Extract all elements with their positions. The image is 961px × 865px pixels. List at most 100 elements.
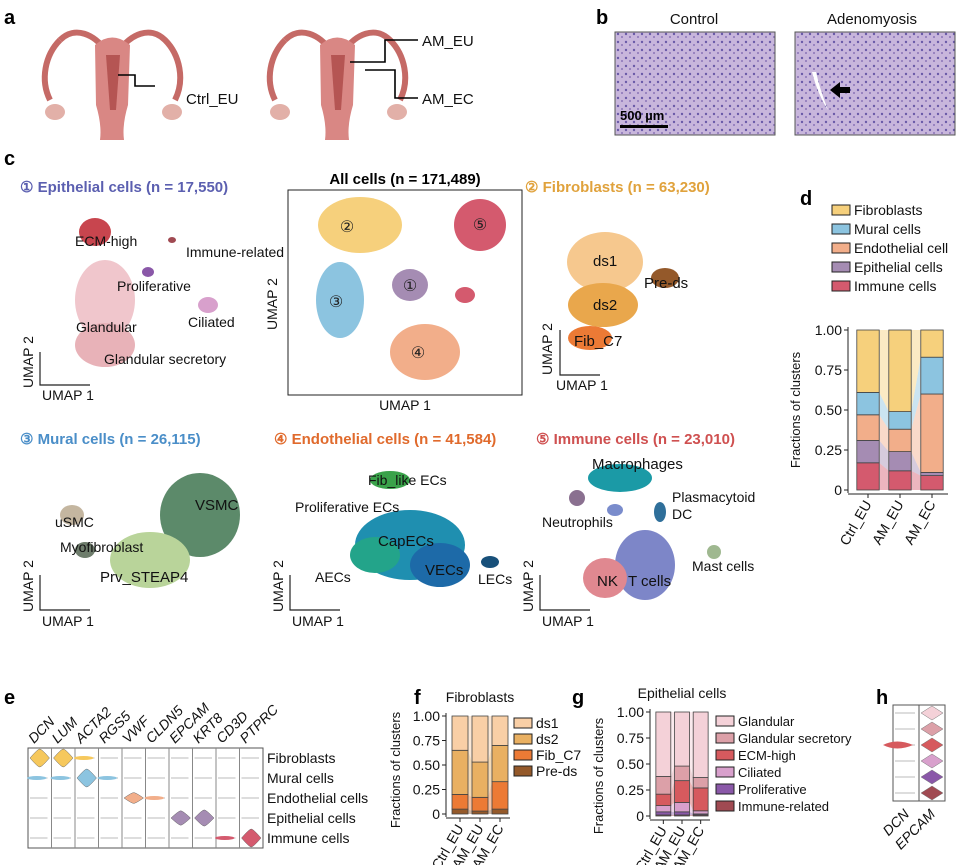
bar-connector (670, 712, 675, 777)
legend-label: Glandular (738, 714, 795, 729)
bar-segment-mural-cells (856, 391, 880, 416)
cluster-label: DC (672, 506, 692, 522)
bar-connector (879, 414, 889, 452)
bar-segment-immune-cells (888, 470, 912, 491)
bar-connector (689, 712, 694, 778)
panel-label-c: c (4, 148, 15, 170)
violin (920, 737, 944, 753)
bar-connector (670, 780, 675, 806)
bar-segment-endothelial-cell (888, 428, 912, 453)
bar-segment-fibroblasts (856, 329, 880, 393)
legend-label: Immune-related (738, 799, 829, 814)
violin (920, 769, 944, 785)
legend-swatch (715, 766, 735, 778)
cluster-label: ds2 (593, 297, 617, 314)
legend-swatch (715, 732, 735, 744)
legend-swatch (715, 749, 735, 761)
bar-connector (879, 330, 889, 412)
legend-label: Glandular secretory (738, 731, 852, 746)
umap-mural (60, 473, 240, 588)
y-tick-label: 0 (834, 482, 842, 498)
arrow-icon (118, 74, 155, 87)
cluster-label: VSMC (195, 497, 239, 514)
legend-label: Proliferative (738, 782, 807, 797)
violin (170, 810, 191, 826)
bar-segment-ecm-high (674, 780, 690, 803)
panel-label-f: f (414, 687, 421, 709)
umap-title-mural: ③ Mural cells (n = 26,115) (20, 431, 201, 448)
cluster-label: Neutrophils (542, 514, 613, 530)
cluster-marker: ① (403, 278, 417, 295)
cluster-label: Proliferative (117, 278, 191, 294)
umap-title-epithelial: ① Epithelial cells (n = 17,550) (20, 179, 228, 196)
cluster-label: T cells (628, 573, 671, 590)
legend-label: Ciliated (738, 765, 781, 780)
bar-connector (488, 809, 492, 814)
y-axis-label: Fractions of clusters (388, 711, 403, 828)
violin (50, 776, 70, 780)
bar-connector (689, 802, 694, 814)
legend-label: Fibroblasts (854, 202, 922, 218)
violin (29, 748, 50, 768)
bar-connector (879, 440, 889, 471)
cluster-label: Myofibroblast (60, 539, 143, 555)
axis-label-umap1: UMAP 1 (292, 613, 344, 629)
legend-swatch (513, 749, 533, 761)
panel-label-d: d (800, 188, 812, 210)
violin (97, 776, 117, 780)
y-tick-label: 0 (636, 808, 644, 824)
bar-connector (488, 781, 492, 812)
bar-connector (689, 811, 694, 815)
bar-connector (670, 802, 675, 812)
y-tick-label: 0.25 (617, 782, 644, 798)
bar-segment-endothelial-cell (856, 414, 880, 441)
scale-bar-label: 500 µm (620, 108, 664, 123)
bar-segment-ds1 (491, 715, 509, 746)
violin (920, 785, 944, 801)
cluster-marker: ④ (411, 345, 425, 362)
legend-label: Epithelial cells (854, 259, 943, 275)
axis-label-umap2: UMAP 2 (264, 278, 280, 330)
bar-connector (879, 462, 889, 490)
umap-title-fibroblasts: ② Fibroblasts (n = 63,230) (525, 179, 710, 196)
y-tick-label: 0 (432, 806, 440, 822)
violin (241, 828, 262, 848)
bar-segment-glandular (674, 711, 690, 767)
bar-segment-fib-c7 (471, 796, 489, 812)
bar-segment-proliferative (674, 811, 690, 816)
bar-segment-fib-c7 (491, 781, 509, 810)
umap-axes (39, 352, 90, 386)
y-tick-label: 1.00 (413, 708, 440, 724)
panel-label-h: h (876, 687, 888, 709)
uterus-illustration-control (41, 29, 184, 140)
legend-swatch (715, 800, 735, 812)
bar-segment-mural-cells (920, 356, 944, 395)
y-tick-label: 1.00 (617, 704, 644, 720)
x-tick-label: AM_EC (901, 498, 939, 548)
axis-label-umap2: UMAP 2 (270, 560, 286, 612)
stacked-bar-chart-g: Ctrl_EUAM_EUAM_EC00.250.500.751.00Fracti… (591, 685, 852, 865)
umap-axes (289, 575, 340, 611)
label-am-ec: AM_EC (422, 91, 474, 108)
legend-swatch (831, 223, 851, 235)
cluster-label: uSMC (55, 514, 94, 530)
violin (920, 705, 944, 721)
scale-bar (620, 125, 668, 128)
violin-plot-e: DCNLUMACTA2RGS5VWFCLDN5EPCAMKRT8CD3DPTPR… (25, 699, 368, 849)
arrow-icon (350, 39, 418, 63)
bar-connector (670, 811, 675, 815)
violin (74, 756, 94, 760)
bar-connector (670, 766, 675, 795)
legend-swatch (831, 204, 851, 216)
violin (920, 721, 944, 737)
chart-title: Epithelial cells (638, 685, 727, 701)
umap-all-frame (287, 189, 523, 396)
histology-title-control: Control (670, 11, 718, 28)
cluster-label: CapECs (378, 533, 434, 550)
bar-segment-fibroblasts (920, 329, 944, 358)
stacked-bar-chart-d: Ctrl_EUAM_EUAM_EC00.250.500.751.00Fracti… (788, 202, 948, 548)
axis-label-umap1: UMAP 1 (556, 377, 608, 393)
panel-label-e: e (4, 687, 15, 709)
umap-axes (39, 575, 90, 611)
